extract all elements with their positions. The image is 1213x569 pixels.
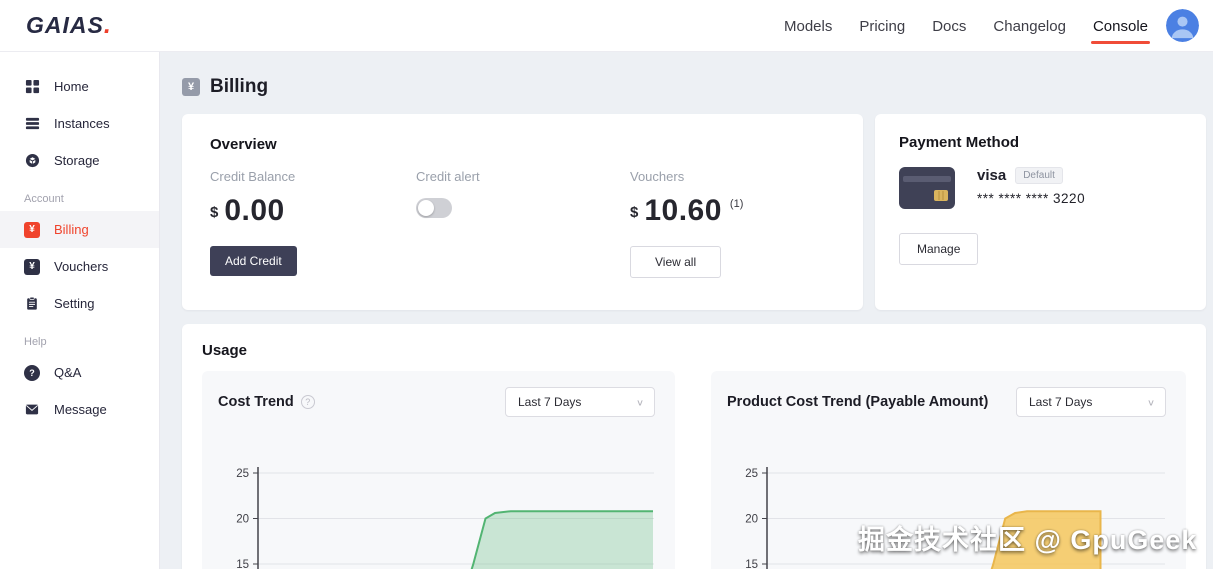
sidebar-section-account: Account (24, 193, 64, 205)
nav-docs[interactable]: Docs (932, 17, 967, 35)
brand-name: GAIAS (26, 12, 104, 38)
avatar-person-icon (1166, 9, 1199, 42)
usage-card: Usage Cost Trend ? Last 7 Days ∨ 25 20 15 (182, 324, 1206, 569)
user-avatar[interactable] (1166, 9, 1199, 42)
cost-trend-range-select[interactable]: Last 7 Days ∨ (505, 387, 655, 417)
brand-dot: . (103, 11, 112, 39)
nav-changelog[interactable]: Changelog (993, 17, 1066, 35)
storage-icon (24, 153, 40, 169)
sidebar-item-instances[interactable]: Instances (0, 105, 159, 142)
sidebar-item-label: Message (54, 402, 107, 417)
svg-text:25: 25 (745, 468, 758, 480)
sidebar-item-billing[interactable]: ¥ Billing (0, 211, 159, 248)
top-header: GAIAS. Models Pricing Docs Changelog Con… (0, 0, 1213, 52)
top-nav: Models Pricing Docs Changelog Console (783, 3, 1150, 49)
product-cost-trend-range-select[interactable]: Last 7 Days ∨ (1016, 387, 1166, 417)
sidebar-item-label: Storage (54, 153, 100, 168)
credit-balance-number: 0.00 (224, 194, 285, 227)
svg-text:15: 15 (745, 559, 758, 569)
clipboard-icon (24, 296, 40, 312)
vouchers-value: $ 10.60 (1) (630, 194, 743, 228)
svg-text:20: 20 (745, 514, 758, 526)
active-tab-underline (1090, 40, 1150, 44)
sidebar-item-label: Billing (54, 222, 89, 237)
brand-logo[interactable]: GAIAS. (26, 11, 112, 40)
page-title-text: Billing (210, 76, 269, 97)
card-brand: visa (977, 167, 1007, 184)
overview-card: Overview Credit Balance $ 0.00 Credit al… (182, 114, 863, 310)
currency-symbol: $ (630, 203, 639, 221)
product-cost-trend-panel: Product Cost Trend (Payable Amount) Last… (711, 371, 1186, 569)
vouchers-count: (1) (729, 198, 744, 210)
credit-alert-label: Credit alert (416, 169, 480, 184)
svg-text:25: 25 (236, 468, 249, 480)
sidebar-item-vouchers[interactable]: ¥ Vouchers (0, 248, 159, 285)
sidebar-section-help: Help (24, 336, 47, 348)
voucher-yen-icon: ¥ (24, 258, 40, 275)
nav-console[interactable]: Console (1090, 3, 1150, 49)
product-cost-trend-title: Product Cost Trend (Payable Amount) (727, 394, 989, 410)
vouchers-label: Vouchers (630, 169, 685, 184)
sidebar-item-message[interactable]: Message (0, 391, 159, 428)
view-all-button[interactable]: View all (630, 246, 722, 278)
credit-alert-toggle[interactable] (416, 198, 452, 218)
manage-button[interactable]: Manage (899, 233, 979, 265)
info-icon[interactable]: ? (300, 395, 315, 409)
chevron-down-icon: ∨ (1146, 397, 1155, 408)
billing-title-yen-icon: ¥ (182, 78, 200, 96)
sidebar: Home Instances Storage Account ¥ Billing… (0, 52, 160, 569)
main-content: ¥ Billing Overview Credit Balance $ 0.00 (160, 52, 1213, 569)
sidebar-item-storage[interactable]: Storage (0, 142, 159, 179)
payment-method-card: Payment Method visa Default *** **** ***… (875, 114, 1206, 310)
vouchers-number: 10.60 (644, 194, 722, 227)
nav-pricing[interactable]: Pricing (859, 17, 906, 35)
sidebar-item-label: Vouchers (54, 259, 109, 274)
overview-title: Overview (210, 136, 277, 153)
sidebar-item-label: Setting (54, 296, 95, 311)
nav-models[interactable]: Models (783, 17, 833, 35)
payment-method-title: Payment Method (899, 134, 1020, 151)
nav-console-label: Console (1092, 17, 1148, 35)
range-select-value: Last 7 Days (1029, 395, 1093, 409)
svg-text:20: 20 (236, 514, 249, 526)
page-title: ¥ Billing (182, 74, 1206, 100)
sidebar-item-home[interactable]: Home (0, 68, 159, 105)
credit-card-icon (899, 167, 955, 209)
cost-trend-panel: Cost Trend ? Last 7 Days ∨ 25 20 15 (202, 371, 675, 569)
sidebar-item-qa[interactable]: ? Q&A (0, 354, 159, 391)
add-credit-button[interactable]: Add Credit (210, 246, 297, 276)
range-select-value: Last 7 Days (518, 395, 582, 409)
chevron-down-icon: ∨ (635, 397, 644, 408)
question-circle-icon: ? (24, 364, 40, 381)
svg-text:15: 15 (236, 559, 249, 569)
sidebar-item-label: Q&A (54, 365, 82, 380)
sidebar-item-label: Home (54, 79, 89, 94)
default-badge: Default (1015, 167, 1063, 184)
currency-symbol: $ (210, 203, 219, 221)
credit-balance-value: $ 0.00 (210, 194, 416, 228)
billing-yen-icon: ¥ (24, 221, 40, 238)
sidebar-item-setting[interactable]: Setting (0, 285, 159, 322)
envelope-icon (24, 402, 40, 418)
usage-title: Usage (202, 342, 248, 359)
card-masked-number: *** **** **** 3220 (977, 191, 1086, 206)
cost-trend-title: Cost Trend (218, 394, 294, 410)
credit-balance-label: Credit Balance (210, 169, 296, 184)
grid-icon (24, 79, 40, 95)
sidebar-item-label: Instances (54, 116, 110, 131)
toggle-knob (418, 200, 434, 216)
product-cost-trend-chart: 25 20 15 (727, 443, 1166, 569)
cost-trend-chart: 25 20 15 (218, 443, 655, 569)
list-icon (24, 116, 40, 132)
